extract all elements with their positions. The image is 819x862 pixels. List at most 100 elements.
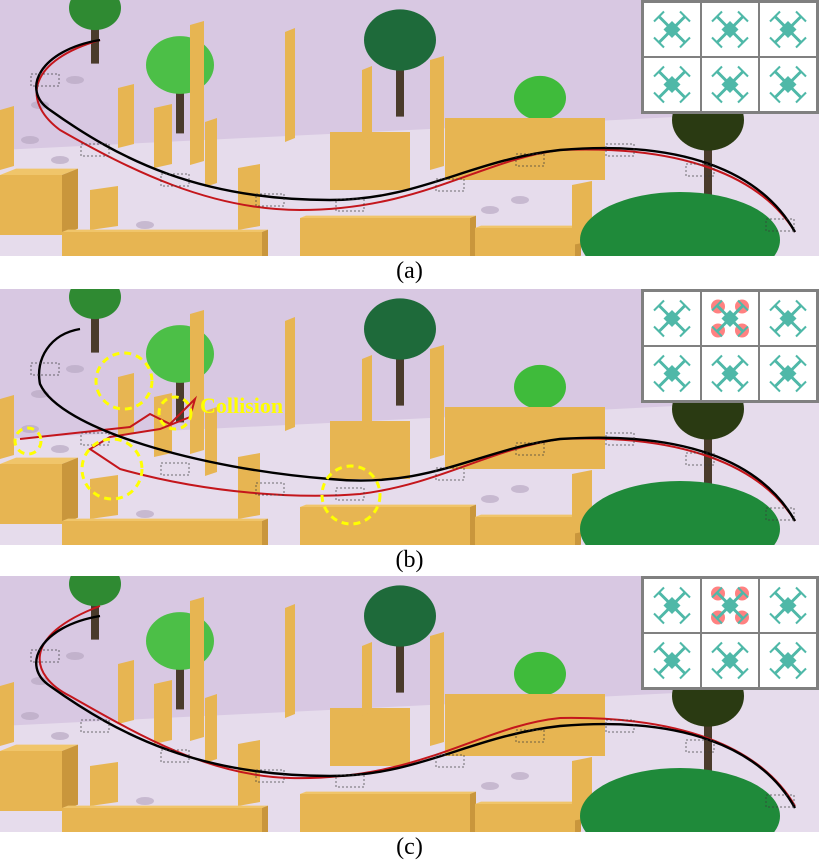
drone-status-grid bbox=[641, 576, 819, 690]
drone-rotor bbox=[737, 641, 749, 654]
drone-rotor bbox=[795, 36, 807, 49]
drone-rotor bbox=[679, 667, 691, 680]
collision-label: Collision bbox=[200, 393, 283, 418]
drone-rotor bbox=[711, 380, 723, 393]
drone-rotor bbox=[795, 641, 807, 654]
drone-cell bbox=[702, 3, 758, 56]
caption-c: (c) bbox=[396, 834, 423, 860]
actual-trajectory bbox=[19, 395, 796, 522]
actual-trajectory bbox=[38, 605, 796, 807]
obstacles bbox=[0, 597, 605, 832]
post bbox=[430, 632, 444, 746]
drone-footprint bbox=[435, 178, 465, 192]
shadow bbox=[481, 782, 499, 790]
drone-rotor bbox=[711, 10, 723, 23]
drone-body-icon bbox=[663, 365, 681, 382]
tree-trunk bbox=[704, 717, 712, 773]
drone-rotor bbox=[653, 325, 665, 338]
post bbox=[90, 475, 118, 519]
drone-rotor bbox=[679, 380, 691, 393]
drone-footprint bbox=[515, 442, 545, 456]
drone-footprint bbox=[255, 482, 285, 496]
post bbox=[0, 395, 14, 459]
collision-circle bbox=[320, 464, 382, 526]
tree-trunk bbox=[176, 661, 184, 710]
tree-trunk bbox=[396, 61, 404, 117]
reference-trajectory bbox=[37, 327, 797, 522]
tree-canopy bbox=[364, 9, 436, 71]
drone-body-icon bbox=[779, 310, 797, 327]
tree-canopy bbox=[364, 298, 436, 360]
tree-trunk bbox=[704, 141, 712, 197]
drone-rotor bbox=[653, 91, 665, 104]
wall-side bbox=[62, 744, 78, 811]
tree-canopy bbox=[514, 651, 566, 697]
drone-body-icon bbox=[721, 76, 739, 93]
shadow bbox=[481, 206, 499, 214]
wall-front bbox=[300, 218, 470, 256]
tree-trunk bbox=[176, 374, 184, 423]
drone-footprint bbox=[685, 739, 715, 753]
drone-rotor bbox=[653, 586, 665, 599]
wall-front bbox=[62, 232, 262, 256]
post bbox=[362, 355, 372, 429]
drone-cell bbox=[644, 579, 700, 632]
drone-body-icon bbox=[663, 652, 681, 669]
collision-markers bbox=[13, 351, 382, 526]
drone-body-icon bbox=[779, 365, 797, 382]
post bbox=[190, 597, 204, 741]
shadow bbox=[136, 797, 154, 805]
post bbox=[205, 694, 217, 763]
post bbox=[238, 164, 260, 230]
wall-side bbox=[262, 805, 268, 832]
drone-cell bbox=[644, 292, 700, 345]
drone-body-icon bbox=[721, 597, 739, 614]
drone-footprint bbox=[80, 719, 110, 733]
tree-canopy bbox=[514, 75, 566, 121]
drone-footprint bbox=[685, 452, 715, 466]
tree-canopy bbox=[69, 289, 121, 320]
shadow bbox=[511, 485, 529, 493]
post bbox=[205, 407, 217, 476]
scene-panel-c bbox=[0, 576, 819, 832]
drone-rotor bbox=[737, 36, 749, 49]
wall-front bbox=[0, 464, 62, 524]
wall-top bbox=[0, 168, 78, 175]
drone-rotor bbox=[737, 612, 749, 625]
post bbox=[285, 604, 295, 718]
drone-rotor bbox=[795, 667, 807, 680]
drone-footprints bbox=[30, 649, 795, 808]
drone-rotor bbox=[769, 586, 781, 599]
drone-rotor bbox=[679, 354, 691, 367]
drone-rotor bbox=[737, 299, 749, 312]
wall-side bbox=[62, 457, 78, 524]
post bbox=[430, 345, 444, 459]
drone-rotor bbox=[679, 641, 691, 654]
drone-cell bbox=[702, 58, 758, 111]
drone-rotor bbox=[795, 354, 807, 367]
scene-panel-b: Collision bbox=[0, 289, 819, 545]
post bbox=[118, 373, 134, 437]
drone-rotor bbox=[711, 65, 723, 78]
scene-panel-a bbox=[0, 0, 819, 256]
wall-top bbox=[62, 229, 268, 232]
drone-footprints bbox=[30, 73, 795, 232]
trajectories bbox=[35, 605, 797, 809]
drone-rotor bbox=[769, 380, 781, 393]
drone-footprint bbox=[435, 467, 465, 481]
drone-rotor bbox=[737, 325, 749, 338]
drone-body-icon bbox=[721, 365, 739, 382]
caption-a: (a) bbox=[396, 258, 423, 284]
shadow bbox=[511, 772, 529, 780]
drone-rotor bbox=[653, 10, 665, 23]
drone-footprint bbox=[335, 487, 365, 501]
drone-rotor bbox=[795, 325, 807, 338]
shadow bbox=[136, 510, 154, 518]
shadow bbox=[51, 445, 69, 453]
drone-rotor bbox=[711, 641, 723, 654]
scene-a bbox=[0, 0, 819, 256]
post bbox=[285, 28, 295, 142]
drone-body-icon bbox=[779, 597, 797, 614]
drone-rotor bbox=[795, 91, 807, 104]
drone-rotor bbox=[795, 612, 807, 625]
